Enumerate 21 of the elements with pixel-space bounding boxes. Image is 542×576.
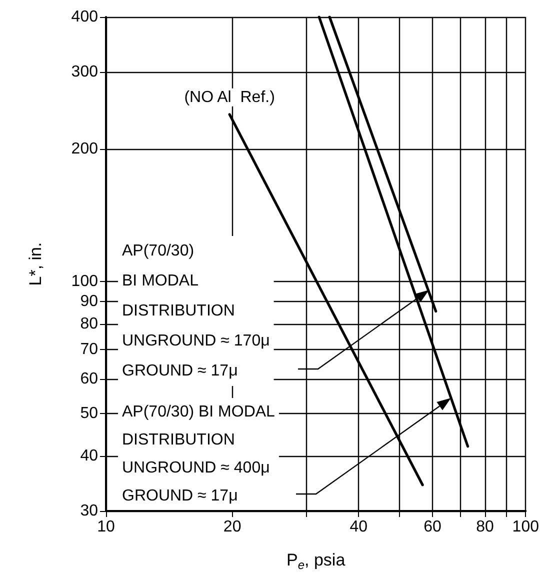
y-tick-label: 80 (80, 315, 98, 332)
y-axis-title: L*, in. (26, 242, 45, 286)
x-tick-label: 60 (424, 518, 442, 536)
y-tick-label: 90 (80, 292, 98, 310)
y-tick-label: 30 (80, 502, 98, 520)
annotation: (NO Al Ref.) (184, 88, 275, 106)
y-tick-label: 60 (80, 370, 98, 388)
annotation: AP(70/30) BI MODAL DISTRIBUTION UNGROUND ≈ 170μ GROUND ≈ 17μ (122, 242, 270, 380)
x-tick-label: 80 (476, 518, 494, 536)
x-tick-label: 100 (512, 518, 540, 536)
y-tick-label: 400 (71, 8, 98, 26)
y-tick-label: 200 (71, 140, 98, 158)
y-tick-label: 50 (80, 405, 98, 422)
x-tick-label: 40 (350, 518, 368, 536)
annotation: AP(70/30) BI MODAL DISTRIBUTION UNGROUND ≈ 400μ GROUND ≈ 17μ (122, 404, 276, 504)
y-tick-label: 300 (71, 63, 98, 80)
x-tick-label: 20 (223, 518, 242, 536)
x-tick-label: 10 (97, 518, 115, 536)
y-tick-label: 100 (71, 272, 98, 290)
y-tick-label: 70 (80, 340, 98, 358)
y-tick-label: 40 (80, 448, 98, 465)
